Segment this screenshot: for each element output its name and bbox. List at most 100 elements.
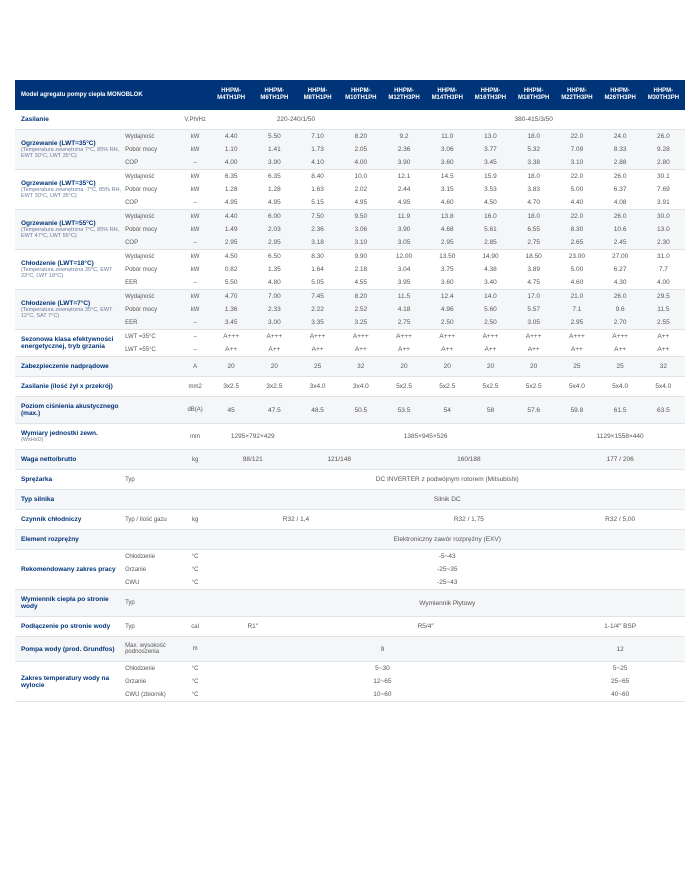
cell: 3.10 (555, 156, 598, 170)
cell: 10.0 (339, 170, 382, 184)
cell: 48.5 (296, 397, 339, 424)
sub-label: Pobór mocy (123, 303, 181, 316)
unit: kW (181, 183, 210, 196)
group-val: R32 / 1,4 (210, 510, 383, 530)
cell: 1.49 (210, 223, 253, 236)
unit: kg (181, 510, 210, 530)
unit: kW (181, 290, 210, 304)
cell: 7.10 (296, 130, 339, 144)
sub-label: Wydajność (123, 170, 181, 184)
cell: 3.89 (512, 263, 555, 276)
cell: 5.15 (296, 196, 339, 210)
cell: 2.95 (253, 236, 296, 250)
cell: 4.40 (210, 130, 253, 144)
cell: A++ (555, 343, 598, 357)
cell: 9.2 (382, 130, 425, 144)
cell: 16.0 (469, 210, 512, 224)
cell: 3.38 (512, 156, 555, 170)
cell: 6.55 (512, 223, 555, 236)
model-1: HHPM-M6TH1PH (253, 80, 296, 110)
sub-label: EER (123, 276, 181, 290)
cell: 5.32 (512, 143, 555, 156)
cell: 1.64 (296, 263, 339, 276)
cell: 12.00 (382, 250, 425, 264)
cell: 4.95 (382, 196, 425, 210)
cell: 8.20 (339, 130, 382, 144)
cell: 27.00 (599, 250, 642, 264)
group-val: 9 (210, 637, 556, 662)
cell: 3.06 (339, 223, 382, 236)
header-title: Model agregatu pompy ciepła MONOBLOK (15, 80, 210, 110)
cell: A++ (296, 343, 339, 357)
cell: 8.30 (296, 250, 339, 264)
cell: A++ (382, 343, 425, 357)
cell: 4.50 (210, 250, 253, 264)
row-label: Zasilanie (ilość żył x przekrój) (15, 377, 123, 397)
unit: °C (181, 675, 210, 688)
cell: 4.40 (555, 196, 598, 210)
cell: 63.5 (642, 397, 685, 424)
row-label: Poziom ciśnienia akustycznego (max.) (15, 397, 123, 424)
cell: 8.40 (296, 170, 339, 184)
cell: 31.0 (642, 250, 685, 264)
unit: – (181, 276, 210, 290)
unit: °C (181, 563, 210, 576)
cell: 7.7 (642, 263, 685, 276)
group-val: 5~30 (210, 662, 556, 676)
sub-label: CWU (zbiornik) (123, 688, 181, 702)
cell: 4.70 (210, 290, 253, 304)
cell: 4.95 (339, 196, 382, 210)
sub-label: Typ (123, 470, 181, 490)
full-val: -5~43 (210, 550, 685, 564)
cell: 2.50 (426, 316, 469, 330)
group-val: 12 (555, 637, 685, 662)
block-label: Ogrzewanie (LWT=35°C)(Temperatura zewnęt… (15, 170, 123, 210)
cell: 3.90 (382, 156, 425, 170)
cell: 7.1 (555, 303, 598, 316)
cell: 3.60 (426, 276, 469, 290)
cell: 4.38 (469, 263, 512, 276)
cell: 23.00 (555, 250, 598, 264)
cell: 53.5 (382, 397, 425, 424)
block-label: Ogrzewanie (LWT=35°C)(Temperatura zewnęt… (15, 130, 123, 170)
cell: A++ (469, 343, 512, 357)
model-9: HHPM-M26TH3PH (599, 80, 642, 110)
cell: 3.95 (382, 276, 425, 290)
cell: 3.35 (296, 316, 339, 330)
sub-label: EER (123, 316, 181, 330)
cell: 3.06 (426, 143, 469, 156)
full-val: DC INVERTER z podwójnym rotorem (Mitsubi… (210, 470, 685, 490)
cell: 3x2.5 (253, 377, 296, 397)
group-val: 160/188 (382, 450, 555, 470)
sub-label: COP (123, 196, 181, 210)
cell: 4.75 (512, 276, 555, 290)
zakres-label: Rekomendowany zakres pracy (15, 550, 123, 590)
group-val: 1129×1558×440 (555, 424, 685, 450)
cell: 6.35 (210, 170, 253, 184)
unit: – (181, 330, 210, 344)
unit: A (181, 357, 210, 377)
cell: 2.18 (339, 263, 382, 276)
unit: m (181, 637, 210, 662)
cell: 5x4.0 (599, 377, 642, 397)
cell: 13.8 (426, 210, 469, 224)
group-val: 1295×792×429 (210, 424, 296, 450)
cell: 1.28 (210, 183, 253, 196)
podl-label: Podłączenie po stronie wody (15, 617, 123, 637)
unit: cal (181, 617, 210, 637)
group-val: 12~65 (210, 675, 556, 688)
cell: 9.50 (339, 210, 382, 224)
sub-label: LWT =55°C (123, 343, 181, 357)
cell: 2.33 (253, 303, 296, 316)
group-val: 40~60 (555, 688, 685, 702)
full-val: -25~43 (210, 576, 685, 590)
header-row: Model agregatu pompy ciepła MONOBLOK HHP… (15, 80, 685, 110)
sub-label: COP (123, 156, 181, 170)
cell: 47.5 (253, 397, 296, 424)
cell: 3.15 (426, 183, 469, 196)
cell: 30.1 (642, 170, 685, 184)
cell: 22.0 (555, 210, 598, 224)
cell: 11.5 (382, 290, 425, 304)
unit: kW (181, 303, 210, 316)
cell: 18.0 (512, 130, 555, 144)
